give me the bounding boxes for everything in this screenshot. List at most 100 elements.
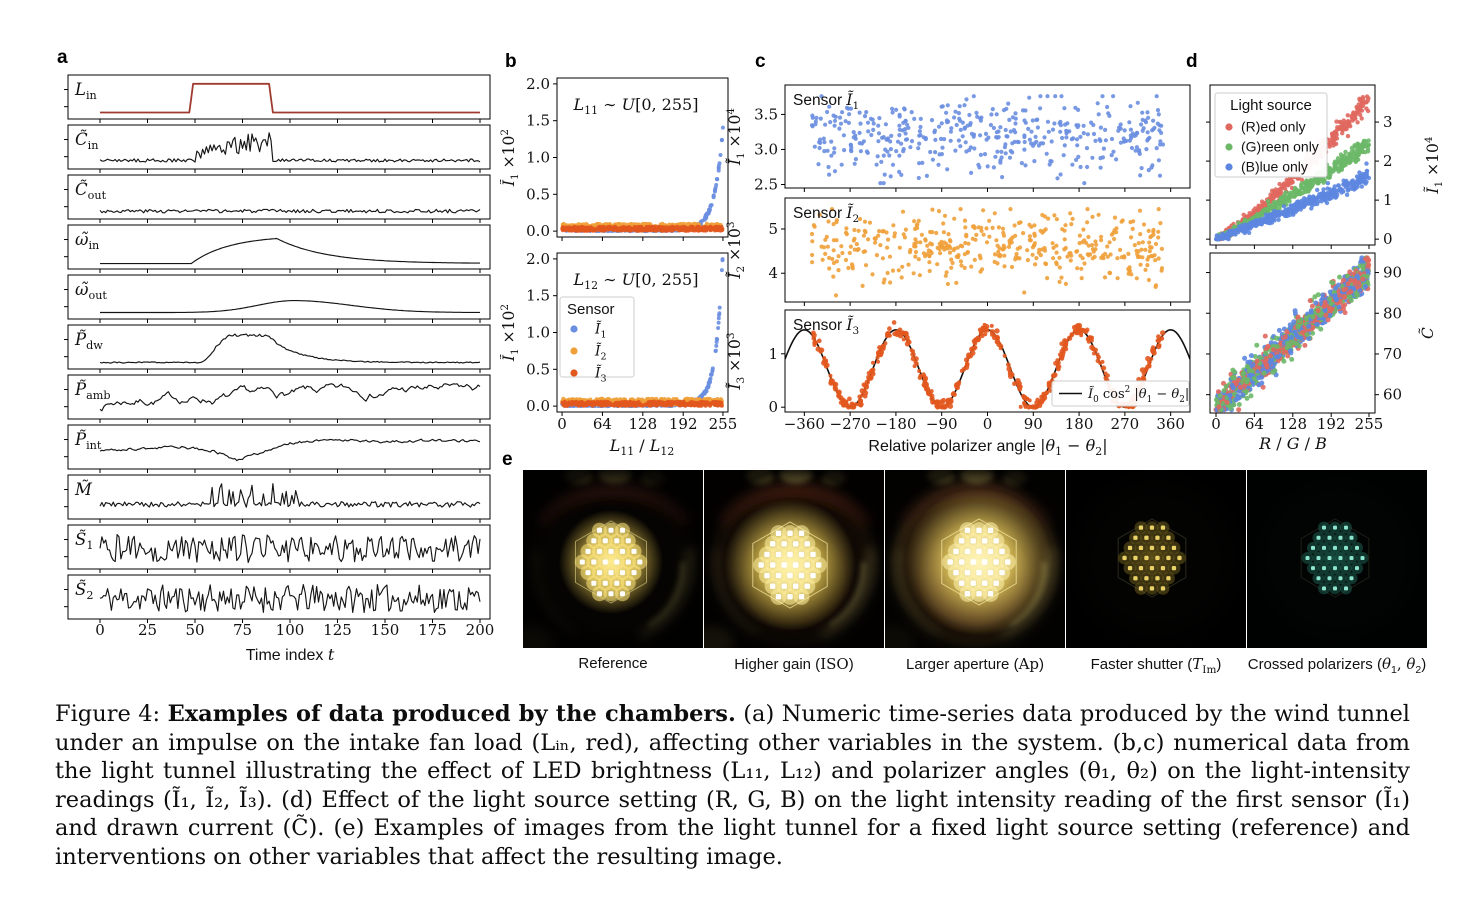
timeseries-7: P̃int​ [64,424,491,473]
svg-text:25: 25 [138,621,157,639]
svg-text:1: 1 [768,345,778,363]
svg-text:180: 180 [1065,415,1094,433]
timeseries-3: ω̃in​ [64,224,491,273]
svg-text:Sensor Ĩ1​: Sensor Ĩ1​ [793,91,859,112]
svg-text:0: 0 [95,621,105,639]
pb-series-I3 [560,399,724,408]
svg-text:0: 0 [983,415,993,433]
led-array [1118,521,1186,595]
fit-legend-box [1051,380,1190,407]
hexagon-outline [752,521,828,609]
timeseries-2: C̃out​ [64,174,491,223]
timeseries-10: S̃2​ [64,574,491,623]
svg-text:−180: −180 [875,415,916,433]
legend-box [1214,92,1328,178]
panel-b-led-brightness-chart: 0.0 0.5 1.0 1.5 2.0 L11​ ∼ U[0, 255] Ĩ1​ ×102​… [500,75,738,458]
photo-label-larger-aperture: Larger aperture (Ap) [906,655,1044,673]
hexagon-outline [575,520,647,604]
panel-a-letter: a [57,47,68,68]
timeseries-4: ω̃out​ [64,274,491,323]
svg-text:2.0: 2.0 [526,250,550,268]
svg-text:3.0: 3.0 [754,140,778,158]
svg-text:0.0: 0.0 [526,222,550,240]
hexagon-outline [1117,518,1187,598]
pc-series-I1 [809,94,1166,186]
svg-text:ω̃out​: ω̃out​ [75,280,107,302]
photo-faster-shutter [1066,470,1246,648]
svg-text:75: 75 [233,621,252,639]
svg-text:1.5: 1.5 [526,287,550,305]
svg-text:L11​ / L12​: L11​ / L12​ [609,436,675,458]
pc-plot-0: 2.5 3.0 3.5 Sensor Ĩ1​ [754,84,1191,193]
svg-text:0.0: 0.0 [526,397,550,415]
svg-text:Ĩ1​ ×102​: Ĩ1​ ×102​ [500,304,521,362]
svg-text:−90: −90 [926,415,958,433]
svg-text:Ĩ1​ ×102​: Ĩ1​ ×102​ [500,129,521,187]
svg-text:Ĩ0​ cos2​ |θ1​ − θ2​|: Ĩ0​ cos2​ |θ1​ − θ2​| [1087,385,1189,405]
led-array [574,522,648,602]
pb-series-I3 [560,224,725,233]
svg-text:P̃int​: P̃int​ [74,430,102,452]
svg-text:4: 4 [768,264,778,282]
svg-text:Sensor: Sensor [567,301,615,318]
svg-text:150: 150 [371,621,400,639]
svg-text:P̃dw​: P̃dw​ [74,330,103,352]
led-array [942,522,1016,602]
svg-text:0: 0 [557,415,567,433]
svg-text:L11​ ∼ U[0, 255]: L11​ ∼ U[0, 255] [573,95,699,117]
svg-text:90: 90 [1024,415,1043,433]
timeseries-6: P̃amb​ [64,374,491,423]
svg-text:−270: −270 [830,415,871,433]
panel-d-letter: d [1186,51,1198,72]
panel-b-letter: b [505,51,517,72]
photo-higher-gain [704,470,884,648]
svg-text:1.0: 1.0 [526,149,550,167]
svg-text:100: 100 [276,621,305,639]
timeseries-5: P̃dw​ [64,324,491,373]
photo-label-crossed-polarizers: Crossed polarizers (θ1, θ2) [1247,655,1427,676]
photo-larger-aperture [885,470,1065,648]
svg-text:270: 270 [1111,415,1140,433]
svg-text:Relative polarizer angle |θ1​: Relative polarizer angle |θ1​ − θ2​| [868,436,1107,458]
svg-text:175: 175 [418,621,447,639]
svg-text:64: 64 [593,415,612,433]
svg-text:Ĩ2​: Ĩ2​ [594,342,607,363]
svg-text:Ĩ1​: Ĩ1​ [594,320,607,341]
pb-plot-0: 0.0 0.5 1.0 1.5 2.0 L11​ ∼ U[0, 255] [526,75,729,241]
photo-label-higher-gain: Higher gain (ISO) [734,655,854,673]
svg-text:−360: −360 [784,415,825,433]
pb-series-I1 [560,125,725,234]
svg-text:Ĩ3​ ×103​: Ĩ3​ ×103​ [725,332,747,390]
svg-text:P̃amb​: P̃amb​ [74,380,111,402]
svg-text:200: 200 [466,621,495,639]
svg-text:255: 255 [709,415,738,433]
photo-reference [523,470,703,648]
legend-box [559,296,635,378]
hexagon-outline [1300,518,1370,598]
caption-body: (a) Numeric time-series data produced by… [55,701,1410,870]
panel-e-photos [523,470,1427,648]
figure-caption: Figure 4: Examples of data produced by t… [55,700,1410,872]
timeseries-1: C̃in​ [64,124,491,173]
svg-text:Ĩ1​ ×104​: Ĩ1​ ×104​ [725,108,747,166]
led-array [1301,521,1369,595]
caption-bold-title: Examples of data produced by the chamber… [167,701,736,727]
caption-figure-label: Figure 4: [55,701,161,727]
svg-text:0.5: 0.5 [526,185,550,203]
svg-text:5: 5 [768,220,778,238]
svg-text:C̃out​: C̃out​ [75,180,107,202]
pc-plot-1: 4 5 Sensor Ĩ2​ [768,197,1191,306]
hexagon-outline [941,518,1017,606]
svg-text:3.5: 3.5 [754,105,778,123]
svg-text:2.0: 2.0 [526,75,550,93]
svg-text:Time index t: Time index t [246,645,335,664]
pb-plot-1: 0.0 0.5 1.0 1.5 2.0 L12​ ∼ U[0, 255] Sensor Ĩ1​… [526,250,729,416]
svg-text:50: 50 [185,621,204,639]
svg-text:M̃: M̃ [74,480,93,499]
svg-text:C̃in​: C̃in​ [75,130,98,152]
photo-crossed-polarizers [1247,470,1427,648]
svg-text:Ĩ3​: Ĩ3​ [594,364,607,385]
svg-text:L12​ ∼ U[0, 255]: L12​ ∼ U[0, 255] [573,270,699,292]
